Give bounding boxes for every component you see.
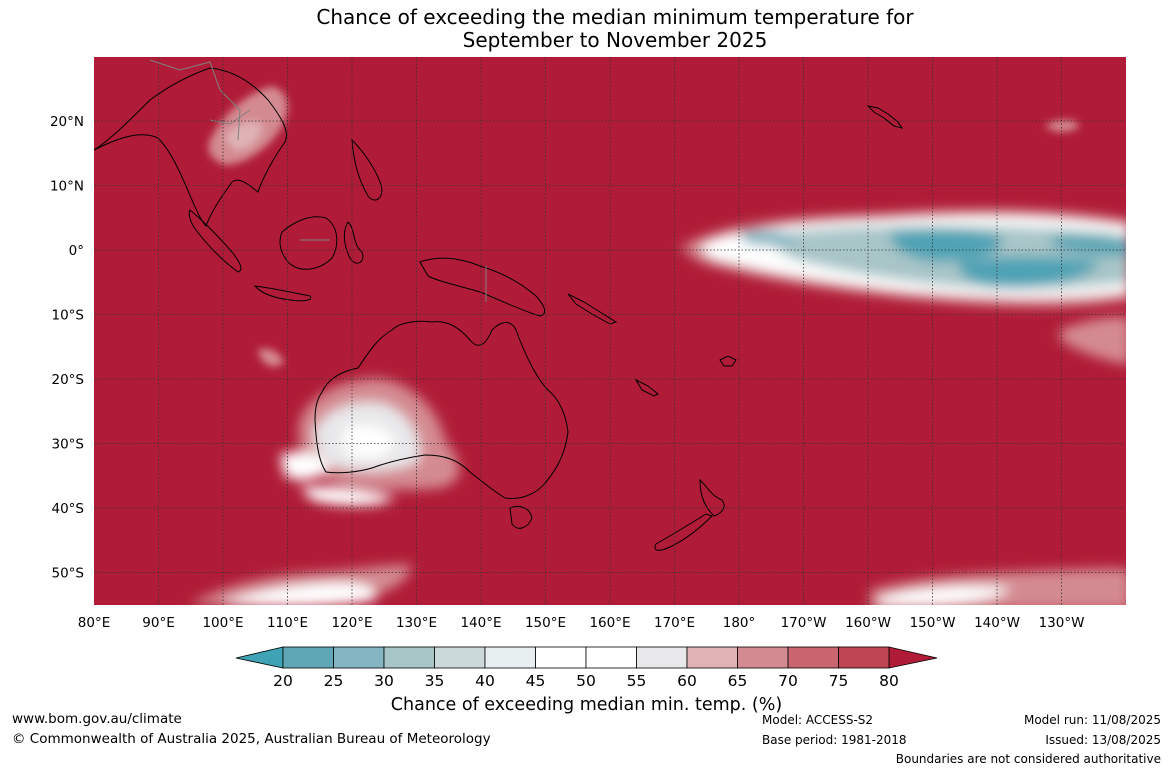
new-caledonia-outline (634, 378, 659, 397)
colorbar-tick-label: 80 (879, 672, 899, 690)
copyright-text: © Commonwealth of Australia 2025, Austra… (12, 731, 491, 747)
disclaimer-text: Boundaries are not considered authoritat… (895, 752, 1161, 766)
colorbar-segment (282, 646, 334, 669)
longitude-label: 150°E (525, 615, 566, 631)
longitude-label: 130°W (1039, 615, 1085, 631)
colorbar-tick-label: 60 (677, 672, 697, 690)
colorbar-label: Chance of exceeding median min. temp. (%… (390, 695, 783, 715)
colorbar-segment (434, 646, 486, 669)
colorbar-tick-label: 45 (526, 672, 546, 690)
colorbar-low-arrow (235, 646, 284, 669)
colorbar-tick-labels: 20 25 30 35 40 45 50 55 60 65 70 75 80 (273, 672, 899, 690)
colorbar-segments (282, 646, 890, 669)
sumatra-outline (188, 209, 242, 273)
colorbar-segment (535, 646, 587, 669)
java-outline (253, 285, 312, 302)
colorbar-tick-label: 20 (273, 672, 293, 690)
base-period-text: Base period: 1981-2018 (762, 733, 907, 747)
colorbar-segment (737, 646, 789, 669)
colorbar-tick-label: 30 (374, 672, 394, 690)
map-title-line1: Chance of exceeding the median minimum t… (316, 5, 914, 29)
southeast-asia-patch (208, 86, 1080, 367)
map-title-line2: September to November 2025 (462, 28, 768, 52)
longitude-labels: 80°E 90°E 100°E 110°E 120°E 130°E 140°E 150°E 16… (78, 615, 1085, 631)
mainland-se-asia (94, 67, 287, 227)
latitude-label: 20°S (52, 372, 85, 388)
longitude-label: 150°W (910, 615, 956, 631)
coastlines (94, 67, 904, 551)
new-zealand-north (699, 478, 725, 517)
borneo-outline (279, 216, 338, 270)
colorbar-tick-label: 55 (627, 672, 647, 690)
issued-text: Issued: 13/08/2025 (1045, 733, 1161, 747)
new-zealand-south (654, 513, 713, 551)
longitude-label: 170°W (781, 615, 827, 631)
colorbar-tick-label: 25 (324, 672, 344, 690)
colorbar-tick-label: 40 (475, 672, 495, 690)
equatorial-pacific-patch (680, 209, 1126, 307)
longitude-label: 110°E (267, 615, 308, 631)
latitude-label: 0° (69, 243, 84, 259)
australia-outline (314, 320, 569, 499)
sulawesi-outline (343, 221, 364, 264)
colorbar-segment (636, 646, 688, 669)
colorbar-high-arrow (888, 646, 938, 669)
colorbar-segment (585, 646, 637, 669)
colorbar-tick-label: 75 (829, 672, 849, 690)
colorbar-segment (787, 646, 839, 669)
colorbar: 20 25 30 35 40 45 50 55 60 65 70 75 80 (235, 646, 938, 690)
colorbar-segment (484, 646, 536, 669)
latitude-labels: 20°N 10°N 0° 10°S 20°S 30°S 40°S 50°S (50, 114, 84, 582)
longitude-label: 140°E (460, 615, 501, 631)
model-run-text: Model run: 11/08/2025 (1023, 713, 1161, 727)
longitude-label: 160°W (845, 615, 891, 631)
latitude-label: 20°N (50, 114, 84, 130)
tasmania-outline (509, 505, 533, 529)
longitude-label: 170°E (654, 615, 695, 631)
philippines-outline (351, 138, 383, 201)
latitude-label: 40°S (52, 501, 85, 517)
latitude-label: 10°N (50, 179, 84, 195)
model-text: Model: ACCESS-S2 (762, 713, 874, 727)
fiji-outline (719, 355, 737, 367)
colorbar-tick-label: 70 (778, 672, 798, 690)
graticule (94, 57, 1126, 605)
latitude-label: 30°S (52, 437, 85, 453)
longitude-label: 180° (723, 615, 756, 631)
longitude-label: 160°E (589, 615, 630, 631)
latitude-label: 50°S (52, 566, 85, 582)
longitude-label: 90°E (142, 615, 174, 631)
longitude-label: 100°E (202, 615, 243, 631)
colorbar-segment (333, 646, 385, 669)
solomons-outline (567, 293, 618, 325)
longitude-label: 140°W (974, 615, 1020, 631)
colorbar-segment (383, 646, 435, 669)
anomaly-patches (190, 86, 1126, 605)
colorbar-tick-label: 65 (728, 672, 748, 690)
longitude-label: 120°E (331, 615, 372, 631)
colorbar-segment (686, 646, 738, 669)
new-guinea-outline (419, 257, 546, 317)
hawaii-outline (866, 105, 904, 129)
longitude-label: 130°E (396, 615, 437, 631)
colorbar-tick-label: 35 (425, 672, 445, 690)
website-text: www.bom.gov.au/climate (12, 711, 182, 727)
colorbar-tick-label: 50 (576, 672, 596, 690)
western-australia-patch (280, 378, 460, 506)
latitude-label: 10°S (52, 308, 85, 324)
colorbar-segment (838, 646, 890, 669)
longitude-label: 80°E (78, 615, 110, 631)
southern-ocean-patch (190, 316, 1126, 605)
